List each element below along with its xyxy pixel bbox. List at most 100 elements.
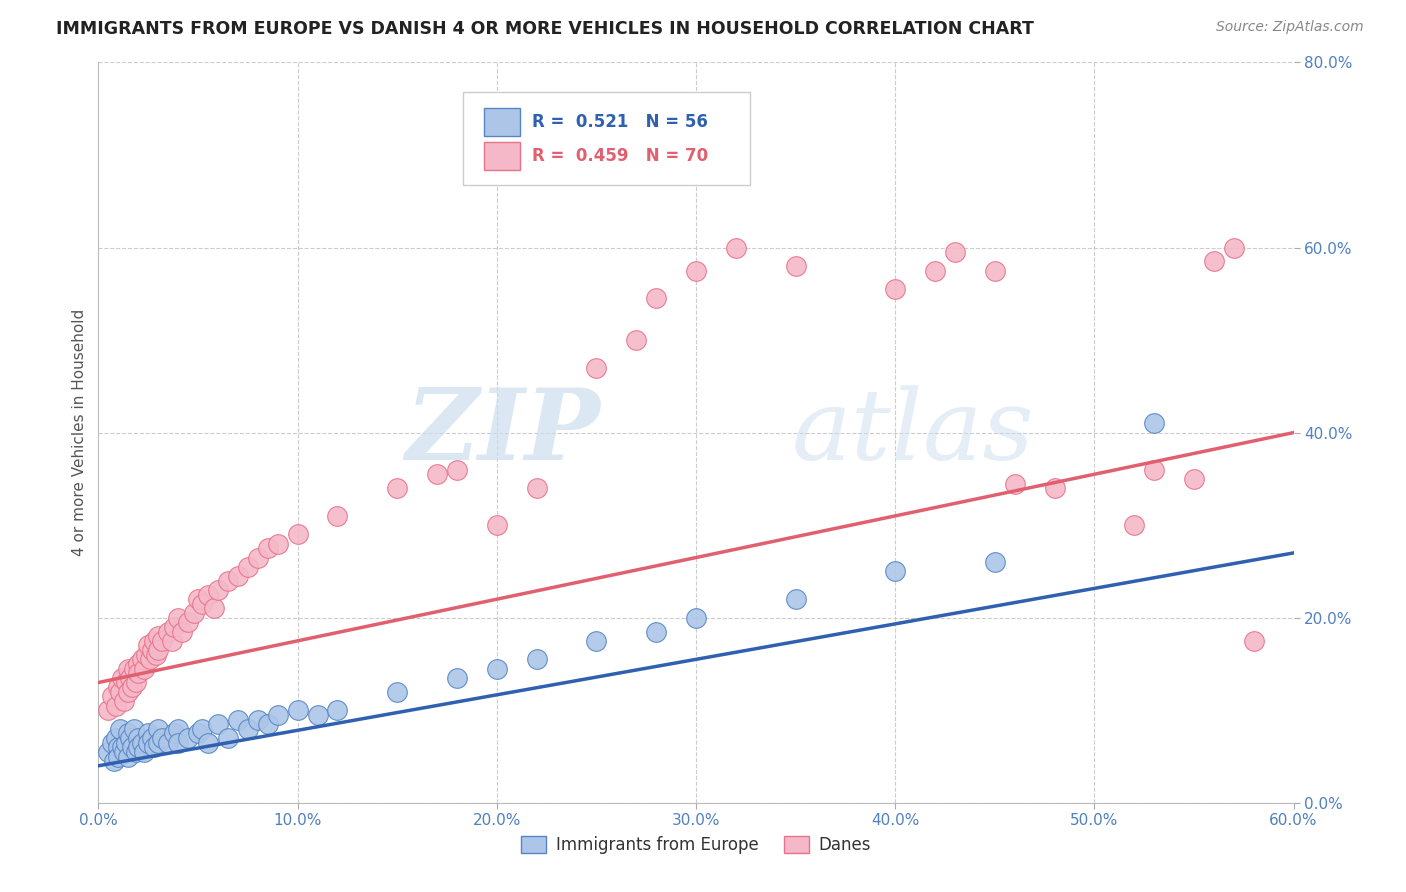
Point — [124, 722, 146, 736]
Point — [141, 643, 163, 657]
Point — [246, 550, 269, 565]
FancyBboxPatch shape — [485, 108, 520, 136]
Point — [585, 360, 607, 375]
Point — [101, 736, 124, 750]
Point — [197, 736, 219, 750]
Point — [163, 620, 186, 634]
Point — [236, 722, 259, 736]
Point — [884, 282, 907, 296]
Point — [385, 685, 409, 699]
Point — [131, 736, 153, 750]
Point — [485, 662, 508, 676]
Point — [97, 703, 120, 717]
Point — [134, 745, 156, 759]
Point — [167, 722, 190, 736]
Point — [115, 736, 138, 750]
Point — [150, 731, 173, 745]
Point — [131, 652, 153, 666]
Point — [187, 726, 209, 740]
Text: R =  0.521   N = 56: R = 0.521 N = 56 — [533, 113, 709, 131]
Point — [217, 574, 239, 588]
Point — [172, 624, 194, 639]
Point — [226, 569, 249, 583]
Point — [183, 606, 205, 620]
Point — [685, 610, 707, 624]
Text: ZIP: ZIP — [405, 384, 600, 481]
Point — [226, 713, 249, 727]
Point — [884, 565, 907, 579]
Point — [134, 662, 156, 676]
Point — [267, 707, 290, 722]
Point — [141, 731, 163, 745]
Point — [943, 245, 966, 260]
Point — [148, 643, 170, 657]
Point — [626, 333, 648, 347]
Point — [135, 648, 157, 662]
Point — [207, 717, 229, 731]
Point — [145, 648, 167, 662]
Point — [287, 703, 309, 717]
Point — [117, 749, 139, 764]
Point — [1004, 476, 1026, 491]
Point — [127, 666, 149, 681]
Point — [125, 745, 148, 759]
Point — [105, 698, 128, 713]
Point — [984, 263, 1007, 277]
Point — [107, 680, 129, 694]
Point — [685, 263, 707, 277]
Point — [785, 259, 807, 273]
Point — [785, 592, 807, 607]
Point — [136, 726, 159, 740]
Point — [127, 740, 149, 755]
Point — [157, 736, 180, 750]
Point — [287, 527, 309, 541]
Point — [112, 694, 135, 708]
Point — [101, 690, 124, 704]
Text: R =  0.459   N = 70: R = 0.459 N = 70 — [533, 146, 709, 165]
Point — [127, 657, 149, 671]
Point — [103, 754, 125, 768]
Point — [148, 722, 170, 736]
Point — [1143, 417, 1166, 431]
Point — [117, 685, 139, 699]
Point — [1043, 481, 1066, 495]
Point — [143, 633, 166, 648]
Point — [202, 601, 225, 615]
Point — [191, 722, 214, 736]
Point — [167, 610, 190, 624]
Point — [984, 555, 1007, 569]
Point — [163, 726, 186, 740]
Point — [307, 707, 329, 722]
Point — [167, 736, 190, 750]
Y-axis label: 4 or more Vehicles in Household: 4 or more Vehicles in Household — [72, 309, 87, 557]
Point — [177, 615, 200, 630]
Point — [267, 536, 290, 550]
Point — [585, 633, 607, 648]
Point — [157, 624, 180, 639]
Point — [236, 559, 259, 574]
Point — [110, 685, 132, 699]
Point — [446, 462, 468, 476]
Point — [645, 292, 668, 306]
FancyBboxPatch shape — [463, 92, 749, 185]
Point — [924, 263, 946, 277]
Point — [124, 662, 146, 676]
Point — [1123, 518, 1146, 533]
Point — [446, 671, 468, 685]
Point — [110, 722, 132, 736]
Point — [1243, 633, 1265, 648]
Point — [207, 582, 229, 597]
Point — [1223, 240, 1246, 255]
Point — [111, 740, 134, 755]
Point — [117, 726, 139, 740]
Point — [256, 541, 278, 556]
Point — [143, 740, 166, 755]
Point — [111, 671, 134, 685]
Point — [326, 703, 349, 717]
Point — [107, 749, 129, 764]
Point — [197, 588, 219, 602]
Point — [526, 652, 548, 666]
Point — [191, 597, 214, 611]
Point — [724, 240, 747, 255]
Point — [139, 652, 162, 666]
